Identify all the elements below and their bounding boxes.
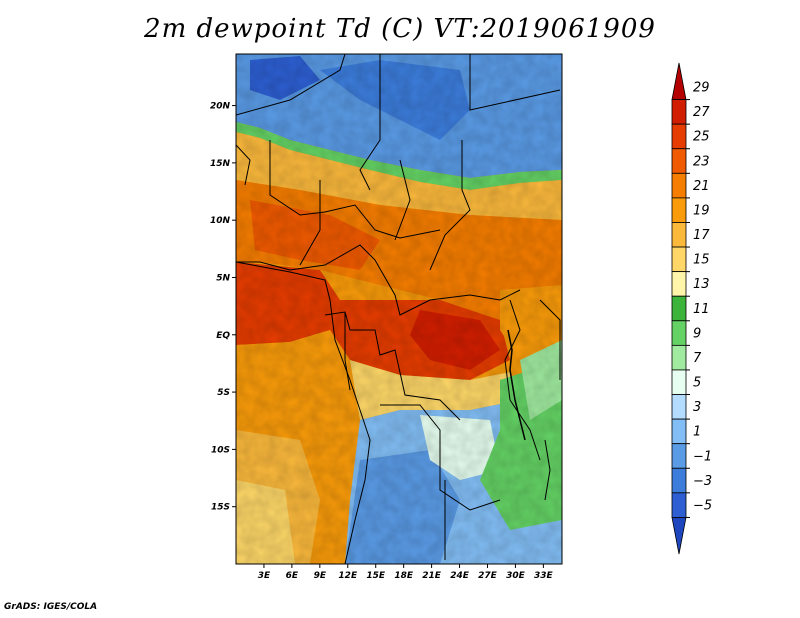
border-line <box>469 54 561 111</box>
grads-credit: GrADS: IGES/COLA <box>4 602 98 612</box>
longitude-axis: 3E 6E 9E 12E 15E 18E 21E 24E 27E 30E 33E <box>258 564 554 581</box>
colorbar-segment <box>671 148 687 174</box>
colorbar-tick-label: 11 <box>693 302 710 317</box>
border-line <box>236 54 346 116</box>
coastline <box>236 261 371 564</box>
border-line <box>359 54 381 191</box>
colorbar-segment <box>671 99 687 125</box>
colorbar-tick-label: 27 <box>693 105 710 120</box>
lat-tick-label: 15N <box>210 159 231 169</box>
lon-tick-label: 12E <box>338 571 358 581</box>
lat-tick-label: 10S <box>211 445 230 455</box>
colorbar-tick-label: −1 <box>693 449 712 464</box>
colorbar-segment <box>671 492 687 518</box>
border-line <box>380 404 501 511</box>
colorbar-tick-label: 3 <box>693 400 701 415</box>
lon-tick-label: 18E <box>394 571 414 581</box>
colorbar-tick-label: 25 <box>693 130 710 145</box>
colorbar-segment <box>671 394 687 420</box>
lon-tick-label: 15E <box>366 571 386 581</box>
colorbar-segment <box>671 222 687 248</box>
lat-tick-label: 15S <box>211 503 230 513</box>
colorbar-tick-label: 1 <box>693 425 701 440</box>
lat-tick-label: 10N <box>210 216 231 226</box>
colorbar-tick-label: 21 <box>693 179 710 194</box>
colorbar-segment <box>671 418 687 445</box>
border-line <box>236 144 251 186</box>
lon-tick-label: 6E <box>286 571 299 581</box>
colorbar-segment <box>671 295 687 322</box>
colorbar-tick-label: 9 <box>693 326 701 341</box>
lon-tick-label: 30E <box>506 571 526 581</box>
colorbar-tick-label: 19 <box>693 203 710 218</box>
colorbar: 29 27 25 23 21 19 17 15 13 11 9 7 5 3 1 −1 −3 −5 <box>671 62 712 555</box>
border-line <box>299 180 321 266</box>
colorbar-tick-label: −3 <box>693 474 712 489</box>
colorbar-tick-label: −5 <box>693 498 712 513</box>
lon-tick-label: 9E <box>314 571 327 581</box>
lon-tick-label: 21E <box>422 571 442 581</box>
colorbar-tick-label: 29 <box>693 81 710 96</box>
lon-tick-label: 27E <box>478 571 498 581</box>
colorbar-segment <box>671 123 687 150</box>
lat-tick-label: 5N <box>216 273 230 283</box>
map-frame <box>235 53 563 565</box>
border-line <box>236 244 521 316</box>
colorbar-tick-label: 5 <box>693 376 701 391</box>
lake-outline <box>507 329 526 441</box>
colorbar-tick-label: 23 <box>693 154 710 169</box>
border-line <box>324 311 461 421</box>
colorbar-segment <box>671 467 687 494</box>
colorbar-segment <box>671 344 687 371</box>
colorbar-segment <box>671 320 687 346</box>
colorbar-segment <box>671 197 687 223</box>
border-line <box>504 299 541 461</box>
border-line <box>394 159 411 241</box>
lat-tick-label: EQ <box>216 331 230 341</box>
colorbar-segment <box>671 271 687 297</box>
lat-tick-label: 20N <box>210 102 231 112</box>
colorbar-segment <box>671 62 687 100</box>
lon-tick-label: 24E <box>450 571 470 581</box>
lon-tick-label: 3E <box>258 571 271 581</box>
colorbar-tick-label: 13 <box>693 277 710 292</box>
colorbar-segment <box>671 172 687 199</box>
lat-tick-label: 5S <box>217 388 230 398</box>
latitude-axis: 20N 15N 10N 5N EQ 5S 10S 15S <box>210 102 236 513</box>
chart-title: 2m dewpoint Td (C) VT:2019061909 <box>144 14 656 44</box>
border-line <box>539 299 561 380</box>
border-line <box>429 140 471 271</box>
country-borders <box>236 54 561 564</box>
colorbar-tick-label: 15 <box>693 253 710 268</box>
colorbar-segment <box>671 369 687 395</box>
lake-outline <box>544 439 551 501</box>
lon-tick-label: 33E <box>534 571 554 581</box>
colorbar-tick-label: 17 <box>693 228 710 243</box>
colorbar-segment <box>671 517 687 555</box>
colorbar-segment <box>671 443 687 469</box>
colorbar-segment <box>671 246 687 273</box>
border-line <box>344 312 351 391</box>
colorbar-tick-label: 7 <box>693 351 702 366</box>
